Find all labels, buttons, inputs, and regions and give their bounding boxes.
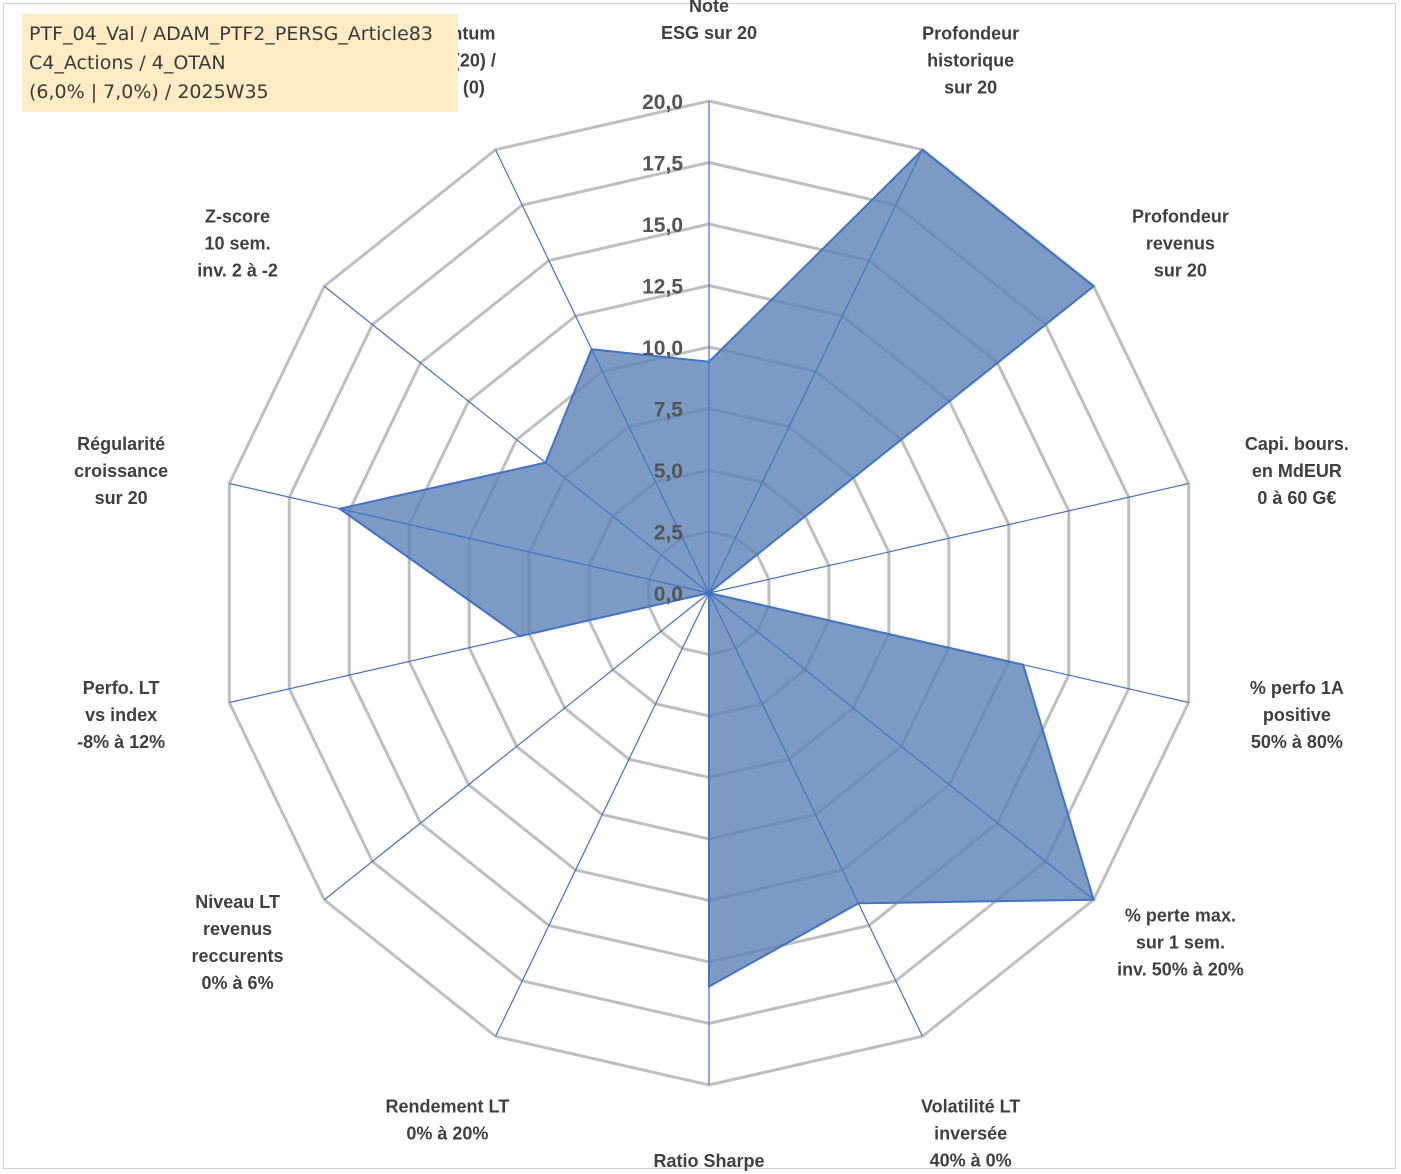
- axis-label-line: Perfo. LT: [83, 678, 160, 698]
- portfolio-info-box: PTF_04_Val / ADAM_PTF2_PERSG_Article83 C…: [22, 14, 458, 112]
- axis-label-line: sur 1 sem.: [1136, 933, 1225, 953]
- axis-label-line: Rendement LT: [386, 1097, 510, 1117]
- axis-label-line: 10 sem.: [205, 233, 271, 253]
- axis-label-line: reccurents: [192, 946, 284, 966]
- radar-spokes: [229, 101, 1189, 1085]
- axis-label-line: 50% à 80%: [1251, 732, 1343, 752]
- axis-label-line: sur 20: [1154, 260, 1207, 280]
- tick-label: 10,0: [642, 337, 683, 360]
- axis-label-line: en MdEUR: [1252, 461, 1342, 481]
- axis-label-6: % perte max. sur 1 sem. inv. 50% à 20%: [1117, 906, 1244, 980]
- tick-label: 17,5: [642, 153, 683, 176]
- axis-label-line: inv. 50% à 20%: [1117, 960, 1244, 980]
- axis-label-line: Z-score: [205, 206, 270, 226]
- axis-label-line: Volatilité LT: [921, 1097, 1020, 1117]
- axis-label-line: Ratio Sharpe: [653, 1151, 764, 1171]
- axis-label-line: croissance: [74, 461, 168, 481]
- axis-label-line: inversée: [934, 1124, 1007, 1144]
- axis-label-13: Z-score 10 sem. inv. 2 à -2: [197, 206, 278, 280]
- axis-label-line: Capi. bours.: [1245, 434, 1349, 454]
- axis-label-1: Note ESG sur 20: [661, 0, 757, 43]
- series-area: [337, 148, 1096, 989]
- axis-spoke-12: [229, 482, 710, 594]
- axis-label-line: -8% à 12%: [77, 732, 165, 752]
- axis-label-line: historique: [927, 50, 1014, 70]
- axis-label-line: Note: [689, 0, 729, 16]
- axis-label-line: sur 20: [95, 488, 148, 508]
- axis-spoke-10: [323, 592, 710, 901]
- axis-spoke-7: [708, 592, 924, 1037]
- axis-label-line: sur 20: [944, 77, 997, 97]
- axis-label-11: Perfo. LT vs index -8% à 12%: [77, 678, 165, 752]
- tick-label: 7,5: [654, 399, 684, 422]
- axis-spoke-13: [323, 285, 710, 594]
- axis-spoke-4: [708, 482, 1189, 594]
- axis-spoke-14: [494, 149, 710, 594]
- axis-label-line: Niveau LT: [195, 892, 280, 912]
- radar-series: [337, 148, 1096, 989]
- axis-label-line: revenus: [203, 919, 272, 939]
- axis-label-8: Ratio Sharpe0 à 1: [653, 1151, 764, 1174]
- axis-label-line: positive: [1263, 705, 1331, 725]
- axis-spoke-9: [494, 592, 710, 1037]
- axis-label-line: inv. 2 à -2: [197, 260, 278, 280]
- portfolio-weights-week: (6,0% | 7,0%) / 2025W35: [29, 81, 269, 103]
- axis-label-line: 0% à 20%: [406, 1124, 488, 1144]
- portfolio-name: PTF_04_Val / ADAM_PTF2_PERSG_Article83: [29, 23, 433, 45]
- axis-label-line: % perte max.: [1125, 906, 1236, 926]
- tick-label: 15,0: [642, 214, 683, 237]
- axis-label-line: ESG sur 20: [661, 23, 757, 43]
- tick-label: 0,0: [654, 583, 683, 606]
- axis-label-7: Volatilité LT inversée 40% à 0%: [921, 1097, 1020, 1171]
- axis-spoke-3: [708, 285, 1095, 594]
- axis-spoke-2: [708, 149, 924, 594]
- axis-spoke-11: [229, 592, 710, 704]
- axis-label-line: Profondeur: [1132, 206, 1229, 226]
- tick-label: 2,5: [654, 522, 684, 545]
- axis-label-line: Régularité: [77, 434, 165, 454]
- axis-label-2: Profondeur historique sur 20: [922, 23, 1019, 97]
- axis-label-12: Régularité croissance sur 20: [74, 434, 168, 508]
- axis-spoke-5: [708, 592, 1189, 704]
- axis-label-line: revenus: [1146, 233, 1215, 253]
- tick-label: 20,0: [642, 91, 683, 114]
- axis-label-line: vs index: [85, 705, 157, 725]
- axis-label-3: Profondeur revenus sur 20: [1132, 206, 1229, 280]
- axis-label-5: % perfo 1A positive 50% à 80%: [1250, 678, 1344, 752]
- axis-label-10: Niveau LT revenus reccurents 0% à 6%: [192, 892, 284, 993]
- radial-tick-labels: 0,0 2,5 5,0 7,5 10,0 12,5 15,0 17,5 20,0: [642, 91, 683, 606]
- axis-label-line: Profondeur: [922, 23, 1019, 43]
- axis-label-line: 0% à 6%: [202, 973, 274, 993]
- axis-label-4: Capi. bours. en MdEUR 0 à 60 G€: [1245, 434, 1349, 508]
- tick-label: 12,5: [642, 276, 683, 299]
- tick-label: 5,0: [654, 460, 683, 483]
- axis-label-line: 0 à 60 G€: [1257, 488, 1336, 508]
- axis-spoke-6: [708, 592, 1095, 901]
- axis-label-line: % perfo 1A: [1250, 678, 1344, 698]
- axis-label-9: Rendement LT 0% à 20%: [386, 1097, 510, 1144]
- portfolio-category: C4_Actions / 4_OTAN: [29, 52, 226, 74]
- axis-label-line: 40% à 0%: [930, 1151, 1012, 1171]
